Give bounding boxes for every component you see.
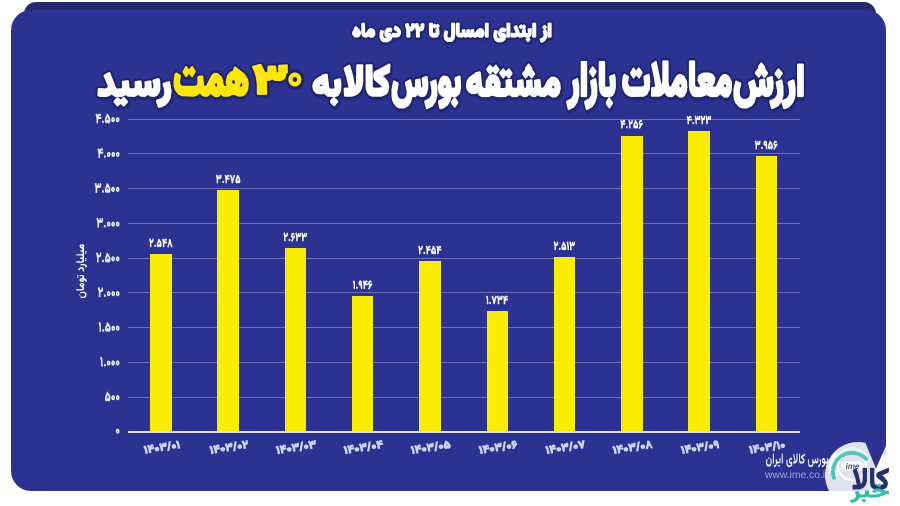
svg-text:www.ime.co.ir: www.ime.co.ir [764, 469, 829, 481]
svg-text:ime: ime [846, 462, 860, 471]
